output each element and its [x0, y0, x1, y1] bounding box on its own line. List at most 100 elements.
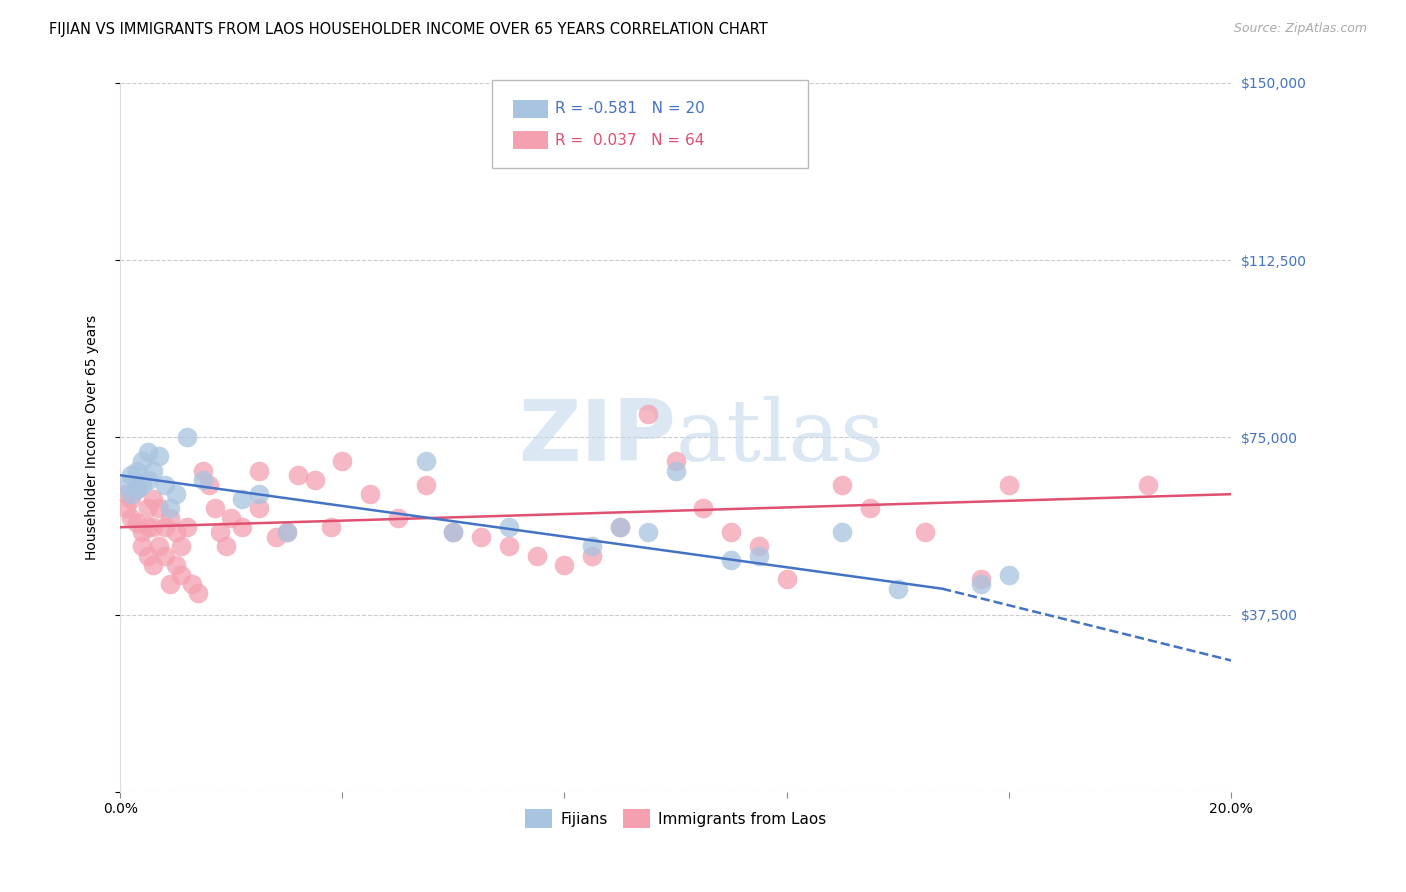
Point: [165, 487, 187, 501]
Point: [170, 567, 193, 582]
Point: [131, 477, 153, 491]
Point: [581, 549, 603, 563]
Point: [193, 473, 215, 487]
Point: [831, 524, 853, 539]
Point: [148, 450, 170, 464]
Text: atlas: atlas: [675, 396, 884, 479]
Point: [775, 572, 797, 586]
Point: [914, 524, 936, 539]
Point: [498, 539, 520, 553]
Point: [997, 477, 1019, 491]
Point: [609, 520, 631, 534]
Point: [387, 510, 409, 524]
Point: [142, 491, 165, 506]
Point: [214, 539, 236, 553]
Point: [720, 524, 742, 539]
Text: R =  0.037   N = 64: R = 0.037 N = 64: [555, 133, 704, 147]
Point: [136, 520, 159, 534]
Point: [247, 487, 270, 501]
Point: [148, 501, 170, 516]
Point: [415, 477, 437, 491]
Point: [165, 558, 187, 572]
Point: [330, 454, 353, 468]
Point: [159, 510, 181, 524]
Point: [125, 483, 148, 497]
Point: [287, 468, 309, 483]
Point: [120, 468, 142, 483]
Point: [886, 582, 908, 596]
Point: [304, 473, 326, 487]
Legend: Fijians, Immigrants from Laos: Fijians, Immigrants from Laos: [519, 803, 832, 834]
Point: [165, 524, 187, 539]
Point: [831, 477, 853, 491]
Point: [114, 487, 136, 501]
Text: R = -0.581   N = 20: R = -0.581 N = 20: [555, 102, 706, 116]
Text: ZIP: ZIP: [517, 396, 675, 479]
Point: [142, 464, 165, 478]
Point: [720, 553, 742, 567]
Point: [176, 430, 198, 444]
Point: [748, 539, 770, 553]
Point: [231, 520, 253, 534]
Point: [181, 577, 204, 591]
Point: [664, 454, 686, 468]
Point: [498, 520, 520, 534]
Text: Source: ZipAtlas.com: Source: ZipAtlas.com: [1233, 22, 1367, 36]
Point: [692, 501, 714, 516]
Point: [114, 501, 136, 516]
Point: [159, 501, 181, 516]
Point: [264, 530, 287, 544]
Point: [114, 477, 136, 491]
Y-axis label: Householder Income Over 65 years: Householder Income Over 65 years: [86, 315, 100, 560]
Point: [193, 464, 215, 478]
Point: [153, 549, 176, 563]
Point: [609, 520, 631, 534]
Point: [136, 549, 159, 563]
Point: [198, 477, 221, 491]
Point: [219, 510, 242, 524]
Point: [470, 530, 492, 544]
Point: [637, 524, 659, 539]
Point: [276, 524, 298, 539]
Point: [159, 577, 181, 591]
Point: [276, 524, 298, 539]
Point: [231, 491, 253, 506]
Point: [176, 520, 198, 534]
Point: [125, 464, 148, 478]
Point: [125, 483, 148, 497]
Point: [997, 567, 1019, 582]
Point: [209, 524, 232, 539]
Point: [125, 516, 148, 530]
Point: [247, 501, 270, 516]
Point: [1136, 477, 1159, 491]
Point: [637, 407, 659, 421]
Point: [131, 454, 153, 468]
Point: [441, 524, 464, 539]
Point: [859, 501, 882, 516]
Point: [247, 464, 270, 478]
Point: [526, 549, 548, 563]
Point: [748, 549, 770, 563]
Point: [120, 487, 142, 501]
Point: [120, 491, 142, 506]
Point: [153, 520, 176, 534]
Point: [136, 473, 159, 487]
Point: [970, 577, 993, 591]
Point: [136, 501, 159, 516]
Point: [581, 539, 603, 553]
Point: [120, 510, 142, 524]
Point: [142, 558, 165, 572]
Point: [359, 487, 381, 501]
Point: [148, 539, 170, 553]
Point: [415, 454, 437, 468]
Point: [170, 539, 193, 553]
Point: [553, 558, 575, 572]
Point: [321, 520, 343, 534]
Point: [970, 572, 993, 586]
Point: [664, 464, 686, 478]
Point: [441, 524, 464, 539]
Point: [204, 501, 226, 516]
Point: [131, 539, 153, 553]
Point: [187, 586, 209, 600]
Point: [136, 444, 159, 458]
